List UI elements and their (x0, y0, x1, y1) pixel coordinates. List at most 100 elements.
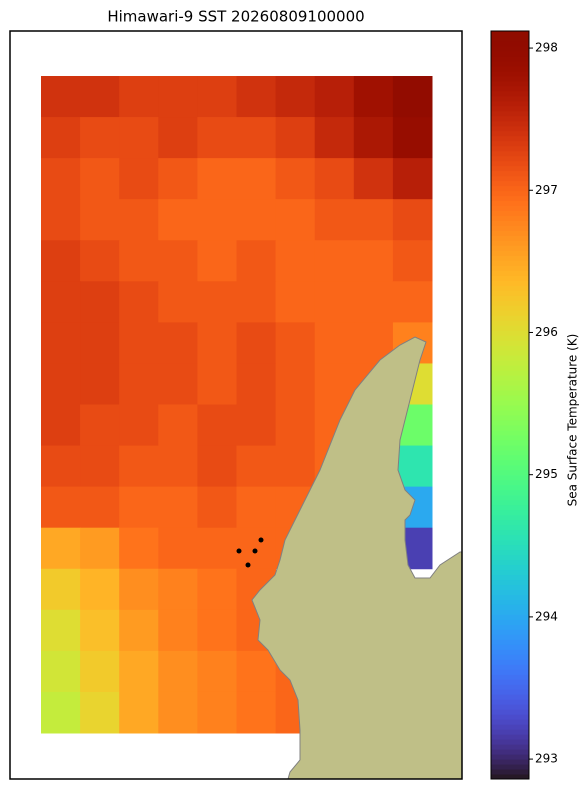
colorbar-slice (491, 105, 529, 112)
colorbar-tick-label: 294 (535, 609, 558, 623)
map-frame (9, 30, 463, 780)
colorbar-slice (491, 564, 529, 571)
sst-cell (275, 445, 316, 488)
colorbar-slice (491, 245, 529, 251)
colorbar-tick-label: 297 (535, 183, 558, 197)
colorbar-slice (491, 499, 529, 506)
colorbar-slice (491, 694, 529, 700)
colorbar-slice (491, 594, 529, 600)
sst-cell (275, 76, 316, 118)
sst-cell (80, 404, 120, 447)
colorbar-slice (491, 634, 529, 640)
colorbar-slice (491, 529, 529, 536)
colorbar-tick-label: 295 (535, 467, 558, 481)
sst-cell (119, 609, 159, 652)
colorbar-slice (491, 419, 529, 426)
sst-cell (392, 117, 433, 159)
sst-cell (119, 322, 159, 364)
sst-cell (80, 486, 120, 529)
colorbar-slice (491, 474, 529, 481)
sst-cell (80, 568, 120, 611)
sst-cell (80, 445, 120, 488)
colorbar-slice (491, 624, 529, 630)
colorbar-slice (491, 175, 529, 182)
colorbar-slice (491, 729, 529, 735)
colorbar-tick-label: 298 (535, 41, 558, 55)
colorbar-slice (491, 749, 529, 755)
sst-cell (119, 240, 159, 282)
sst-cell (236, 117, 277, 159)
colorbar-slice (491, 120, 529, 127)
colorbar-slice (491, 479, 529, 486)
colorbar-slice (491, 704, 529, 710)
colorbar-slice (491, 549, 529, 556)
sst-cell (119, 568, 159, 611)
colorbar-slice (491, 774, 529, 780)
colorbar-slice (491, 739, 529, 745)
sst-cell (353, 76, 394, 118)
colorbar-slice (491, 40, 529, 47)
sst-cell (41, 527, 81, 570)
colorbar-slice (491, 50, 529, 57)
sst-cell (197, 76, 237, 118)
sst-cell (314, 199, 355, 241)
colorbar-slice (491, 335, 529, 341)
station-markers (236, 537, 264, 568)
sst-cell (392, 158, 433, 200)
colorbar-slice (491, 345, 529, 351)
sst-cell (158, 363, 198, 405)
sst-cell (353, 281, 394, 323)
colorbar-slice (491, 400, 529, 406)
colorbar-slice (491, 724, 529, 730)
colorbar-slice (491, 390, 529, 396)
sst-cell (197, 363, 237, 405)
chart-title: Himawari-9 SST 20260809100000 (107, 8, 364, 26)
colorbar-slice (491, 295, 529, 301)
colorbar-slice (491, 155, 529, 162)
sst-cell (119, 445, 159, 488)
sst-cell (158, 404, 198, 447)
colorbar-slice (491, 459, 529, 466)
sst-cell (392, 76, 433, 118)
colorbar-slice (491, 469, 529, 476)
colorbar-slice (491, 639, 529, 645)
sst-cell (158, 691, 198, 734)
colorbar-slice (491, 764, 529, 770)
colorbar-slice (491, 290, 529, 296)
sst-cell (197, 240, 237, 282)
sst-cell (236, 486, 277, 529)
colorbar-slice (491, 85, 529, 92)
colorbar-slice (491, 170, 529, 177)
colorbar-slice (491, 205, 529, 212)
sst-cell (119, 527, 159, 570)
colorbar-slice (491, 754, 529, 760)
colorbar-slice (491, 35, 529, 42)
colorbar-slice (491, 609, 529, 615)
sst-cell (275, 322, 316, 364)
colorbar-slice (491, 210, 529, 217)
colorbar-slice (491, 509, 529, 516)
colorbar-slice (491, 95, 529, 102)
colorbar-slice (491, 714, 529, 720)
sst-cell (41, 609, 81, 652)
colorbar-slice (491, 424, 529, 431)
sst-cell (41, 363, 81, 405)
colorbar-slice (491, 150, 529, 157)
station (245, 562, 251, 568)
sst-cell (158, 568, 198, 611)
sst-cell (158, 486, 198, 529)
station (236, 548, 242, 554)
colorbar-slice (491, 719, 529, 725)
sst-cell (158, 322, 198, 364)
sst-raster (41, 76, 433, 734)
sst-cell (275, 158, 316, 200)
sst-cell (41, 240, 81, 282)
sst-cell (197, 609, 237, 652)
sst-cell (41, 117, 81, 159)
colorbar-slice (491, 315, 529, 321)
colorbar-slice (491, 215, 529, 221)
sst-cell (197, 445, 237, 488)
sst-cell (80, 691, 120, 734)
sst-cell (119, 691, 159, 734)
